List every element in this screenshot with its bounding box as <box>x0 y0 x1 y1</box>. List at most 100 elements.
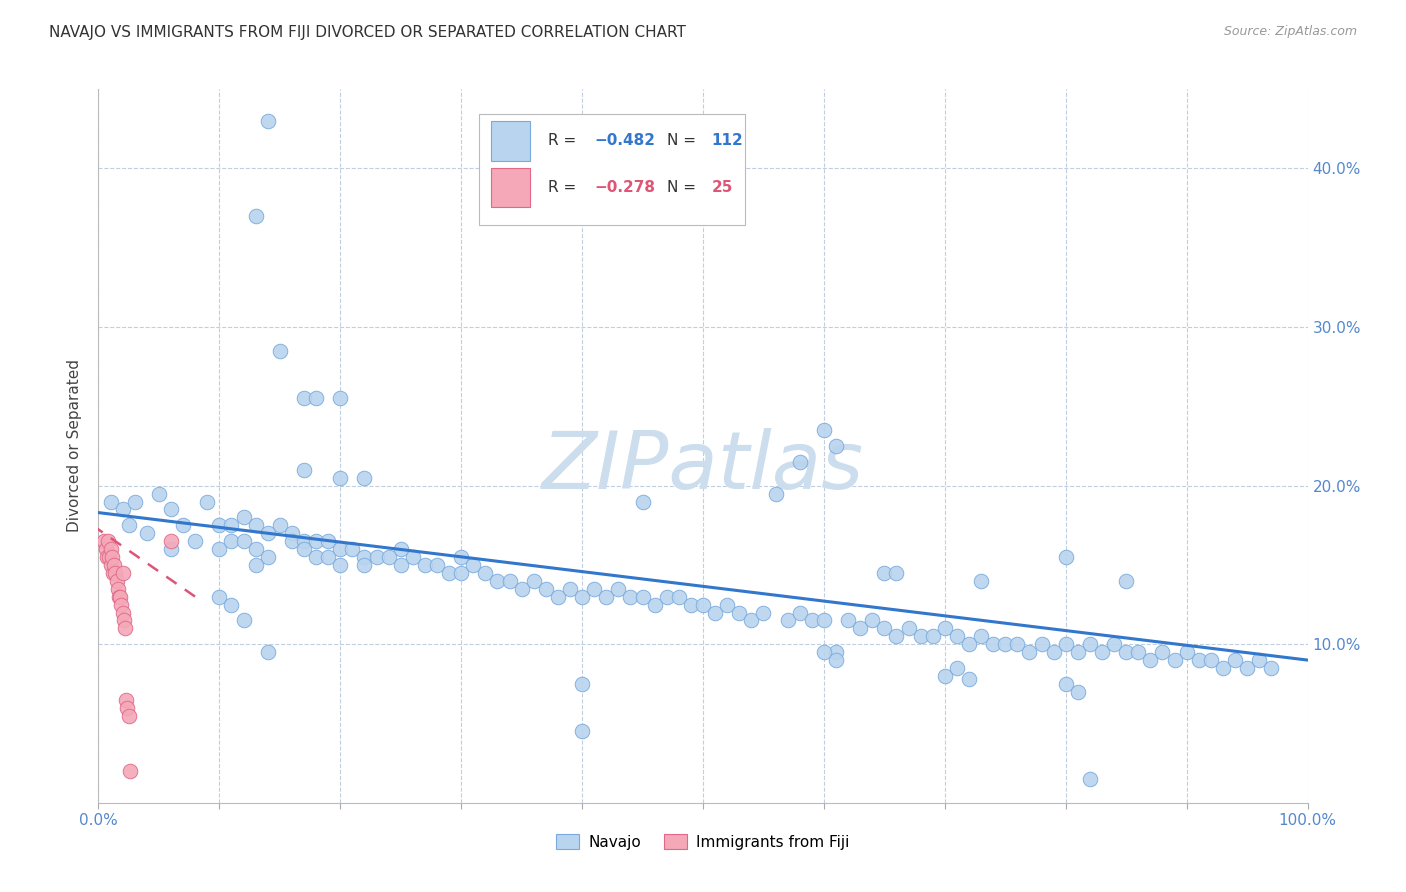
Point <box>353 471 375 485</box>
Point <box>100 542 122 557</box>
Point <box>934 669 956 683</box>
Point <box>886 629 908 643</box>
Bar <box>492 121 530 161</box>
Point <box>114 621 136 635</box>
Point <box>534 582 557 596</box>
Point <box>389 542 412 557</box>
Point <box>329 558 352 572</box>
Point <box>160 502 183 516</box>
Point <box>1236 661 1258 675</box>
Point <box>1163 653 1185 667</box>
Point <box>292 534 315 549</box>
Point <box>256 526 278 541</box>
Point <box>716 598 738 612</box>
Point <box>101 566 124 580</box>
Point <box>970 629 993 643</box>
Point <box>583 582 606 596</box>
Point <box>607 582 630 596</box>
Point <box>1175 645 1198 659</box>
Point <box>232 614 254 628</box>
Point <box>256 114 278 128</box>
Point <box>510 582 533 596</box>
Point <box>402 549 425 564</box>
Point <box>886 566 908 580</box>
Point <box>100 494 122 508</box>
Point <box>316 534 339 549</box>
Point <box>716 169 738 184</box>
Point <box>692 598 714 612</box>
Point <box>342 542 364 557</box>
Text: R =: R = <box>548 180 581 194</box>
Point <box>776 614 799 628</box>
Point <box>108 590 131 604</box>
Point <box>474 566 496 580</box>
Y-axis label: Divorced or Separated: Divorced or Separated <box>67 359 83 533</box>
Point <box>221 534 243 549</box>
Point <box>1128 645 1150 659</box>
Point <box>1018 645 1040 659</box>
Point <box>103 558 125 572</box>
Point <box>256 645 278 659</box>
Point <box>208 518 231 533</box>
Point <box>232 510 254 524</box>
Point <box>245 209 267 223</box>
Point <box>1152 645 1174 659</box>
Point <box>100 549 122 564</box>
Bar <box>492 168 530 207</box>
Point <box>269 343 291 358</box>
Point <box>195 494 218 508</box>
Point <box>655 590 678 604</box>
Point <box>523 574 546 588</box>
Point <box>981 637 1004 651</box>
Point <box>728 606 751 620</box>
Point <box>184 534 207 549</box>
Point <box>221 598 243 612</box>
Text: −0.482: −0.482 <box>595 134 655 148</box>
Point <box>329 471 352 485</box>
Point <box>571 590 593 604</box>
Point <box>897 621 920 635</box>
Point <box>115 692 138 706</box>
Point <box>353 558 375 572</box>
Point <box>96 549 118 564</box>
Point <box>994 637 1017 651</box>
Point <box>389 558 412 572</box>
Point <box>1031 637 1053 651</box>
Point <box>486 574 509 588</box>
Point <box>111 566 134 580</box>
Point <box>1067 685 1090 699</box>
Point <box>1054 677 1077 691</box>
Point <box>1115 574 1137 588</box>
Point <box>1260 661 1282 675</box>
Point <box>111 502 134 516</box>
Point <box>232 534 254 549</box>
Point <box>1139 653 1161 667</box>
Point <box>1223 653 1246 667</box>
Point <box>860 614 883 628</box>
Point <box>463 558 485 572</box>
Point <box>813 614 835 628</box>
Text: NAVAJO VS IMMIGRANTS FROM FIJI DIVORCED OR SEPARATED CORRELATION CHART: NAVAJO VS IMMIGRANTS FROM FIJI DIVORCED … <box>49 25 686 40</box>
Point <box>305 549 328 564</box>
Point <box>208 542 231 557</box>
Point <box>269 518 291 533</box>
Point <box>1007 637 1029 651</box>
Point <box>921 629 943 643</box>
Text: N =: N = <box>666 180 700 194</box>
Point <box>957 672 980 686</box>
Point <box>946 661 969 675</box>
Point <box>679 598 702 612</box>
Point <box>873 566 896 580</box>
Point <box>1115 645 1137 659</box>
Point <box>957 637 980 651</box>
Point <box>1067 645 1090 659</box>
Point <box>558 582 581 596</box>
Point <box>245 558 267 572</box>
Point <box>450 549 472 564</box>
Point <box>100 558 122 572</box>
Point <box>108 590 131 604</box>
Point <box>765 486 787 500</box>
Bar <box>479 114 745 225</box>
Point <box>1249 653 1271 667</box>
Point <box>498 574 520 588</box>
